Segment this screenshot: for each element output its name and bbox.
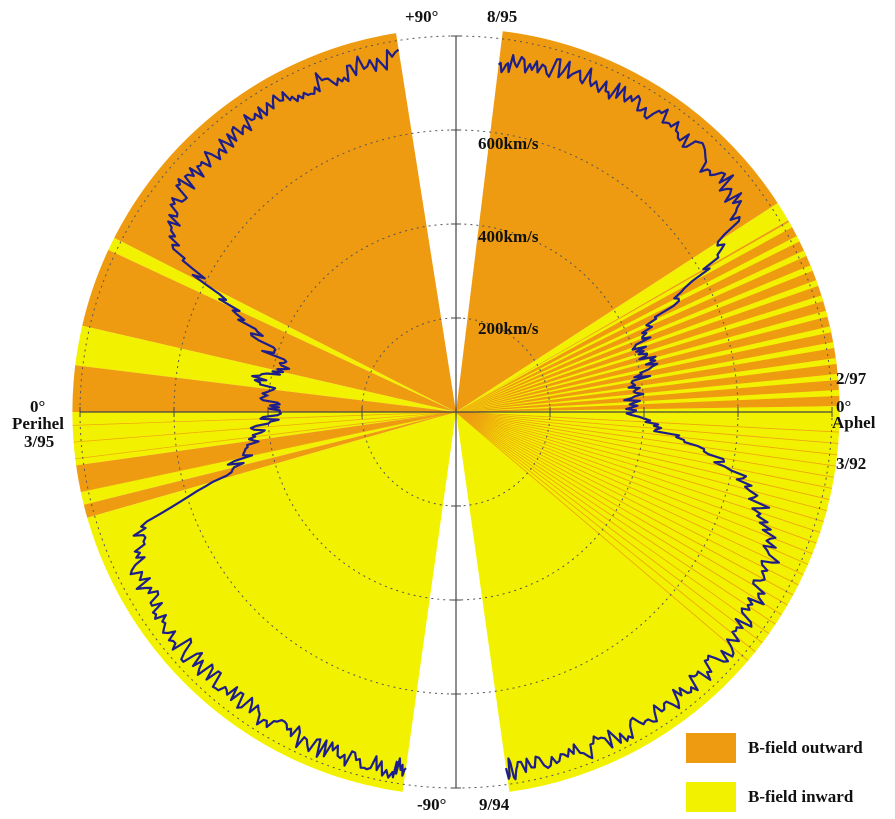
mixed-sliver: [456, 405, 840, 412]
current-sheet-ray: [455, 411, 799, 586]
sector-left-12: [83, 412, 456, 518]
current-sheet-ray: [455, 411, 763, 644]
mixed-sliver: [456, 357, 837, 412]
current-sheet-ray: [455, 411, 804, 576]
current-sheet-ray: [455, 411, 756, 653]
sector-left-11: [80, 412, 456, 505]
perihel-label: Perihel: [12, 414, 64, 433]
mixed-sliver: [456, 389, 840, 412]
current-sheet-ray: [455, 411, 813, 555]
mixed-sliver: [456, 265, 813, 412]
current-sheet-ray: [455, 411, 838, 456]
legend-item-outward: B-field outward: [686, 733, 863, 763]
current-sheet-ray: [77, 411, 457, 476]
current-sheet-ray: [455, 411, 824, 523]
sector-left-6: [82, 249, 456, 412]
current-sheet-ray: [455, 411, 782, 616]
current-sheet-ray: [75, 411, 457, 460]
legend-swatch-outward: [686, 733, 736, 763]
legend-swatch-inward: [686, 782, 736, 812]
aphel-label: Aphel: [832, 413, 876, 432]
current-sheet-ray: [455, 411, 817, 544]
r-tick-200: 200km/s: [478, 319, 539, 338]
mixed-sliver: [456, 236, 800, 412]
mixed-sliver: [456, 310, 828, 412]
right-angle-label: 0°: [836, 397, 852, 416]
current-sheet-ray: [455, 411, 830, 501]
bottom-date-label: 9/94: [479, 795, 510, 814]
current-sheet-ray: [455, 411, 794, 596]
speed-trace-0: [497, 54, 780, 781]
r-tick-400: 400km/s: [478, 227, 539, 246]
sector-left-9: [72, 412, 457, 466]
sector-right-0: [456, 31, 778, 413]
current-sheet-ray: [73, 411, 457, 443]
mixed-sliver: [456, 250, 807, 412]
mixed-sliver: [456, 373, 839, 412]
current-sheet-ray: [455, 411, 827, 512]
sector-left-7: [75, 325, 457, 412]
right-date-bottom-label: 3/92: [836, 454, 867, 473]
current-sheet-ray: [455, 411, 833, 489]
current-sheet-ray: [455, 411, 839, 444]
legend-label-outward: B-field outward: [748, 738, 863, 757]
sector-left-5: [108, 237, 457, 412]
current-sheet-ray: [455, 411, 836, 467]
r-tick-600: 600km/s: [478, 134, 539, 153]
current-sheet-ray: [84, 411, 457, 509]
sector-left-4: [114, 33, 457, 413]
top-angle-label: +90°: [405, 7, 439, 26]
sector-left-13: [87, 412, 457, 792]
speed-traces: [129, 48, 780, 781]
left-date-label: 3/95: [24, 432, 55, 451]
legend-item-inward: B-field inward: [686, 782, 853, 812]
legend-label-inward: B-field inward: [748, 787, 854, 806]
sector-left-8: [72, 365, 457, 412]
right-date-top-label: 2/97: [836, 369, 867, 388]
current-sheet-ray: [455, 411, 835, 478]
mixed-sliver: [456, 326, 832, 412]
speed-trace-1: [129, 48, 407, 779]
current-sheet-ray: [455, 411, 788, 606]
current-sheet-ray: [80, 411, 457, 493]
mixed-sliver: [456, 280, 819, 412]
left-angle-label: 0°: [30, 397, 46, 416]
axes: [79, 35, 833, 789]
current-sheet-ray: [455, 411, 776, 625]
sector-right-1: [456, 203, 789, 412]
current-sheet-ray: [455, 411, 770, 635]
bottom-angle-label: -90°: [417, 795, 447, 814]
current-sheet-ray: [455, 411, 809, 565]
top-date-label: 8/95: [487, 7, 518, 26]
current-sheet-ray: [455, 411, 749, 661]
